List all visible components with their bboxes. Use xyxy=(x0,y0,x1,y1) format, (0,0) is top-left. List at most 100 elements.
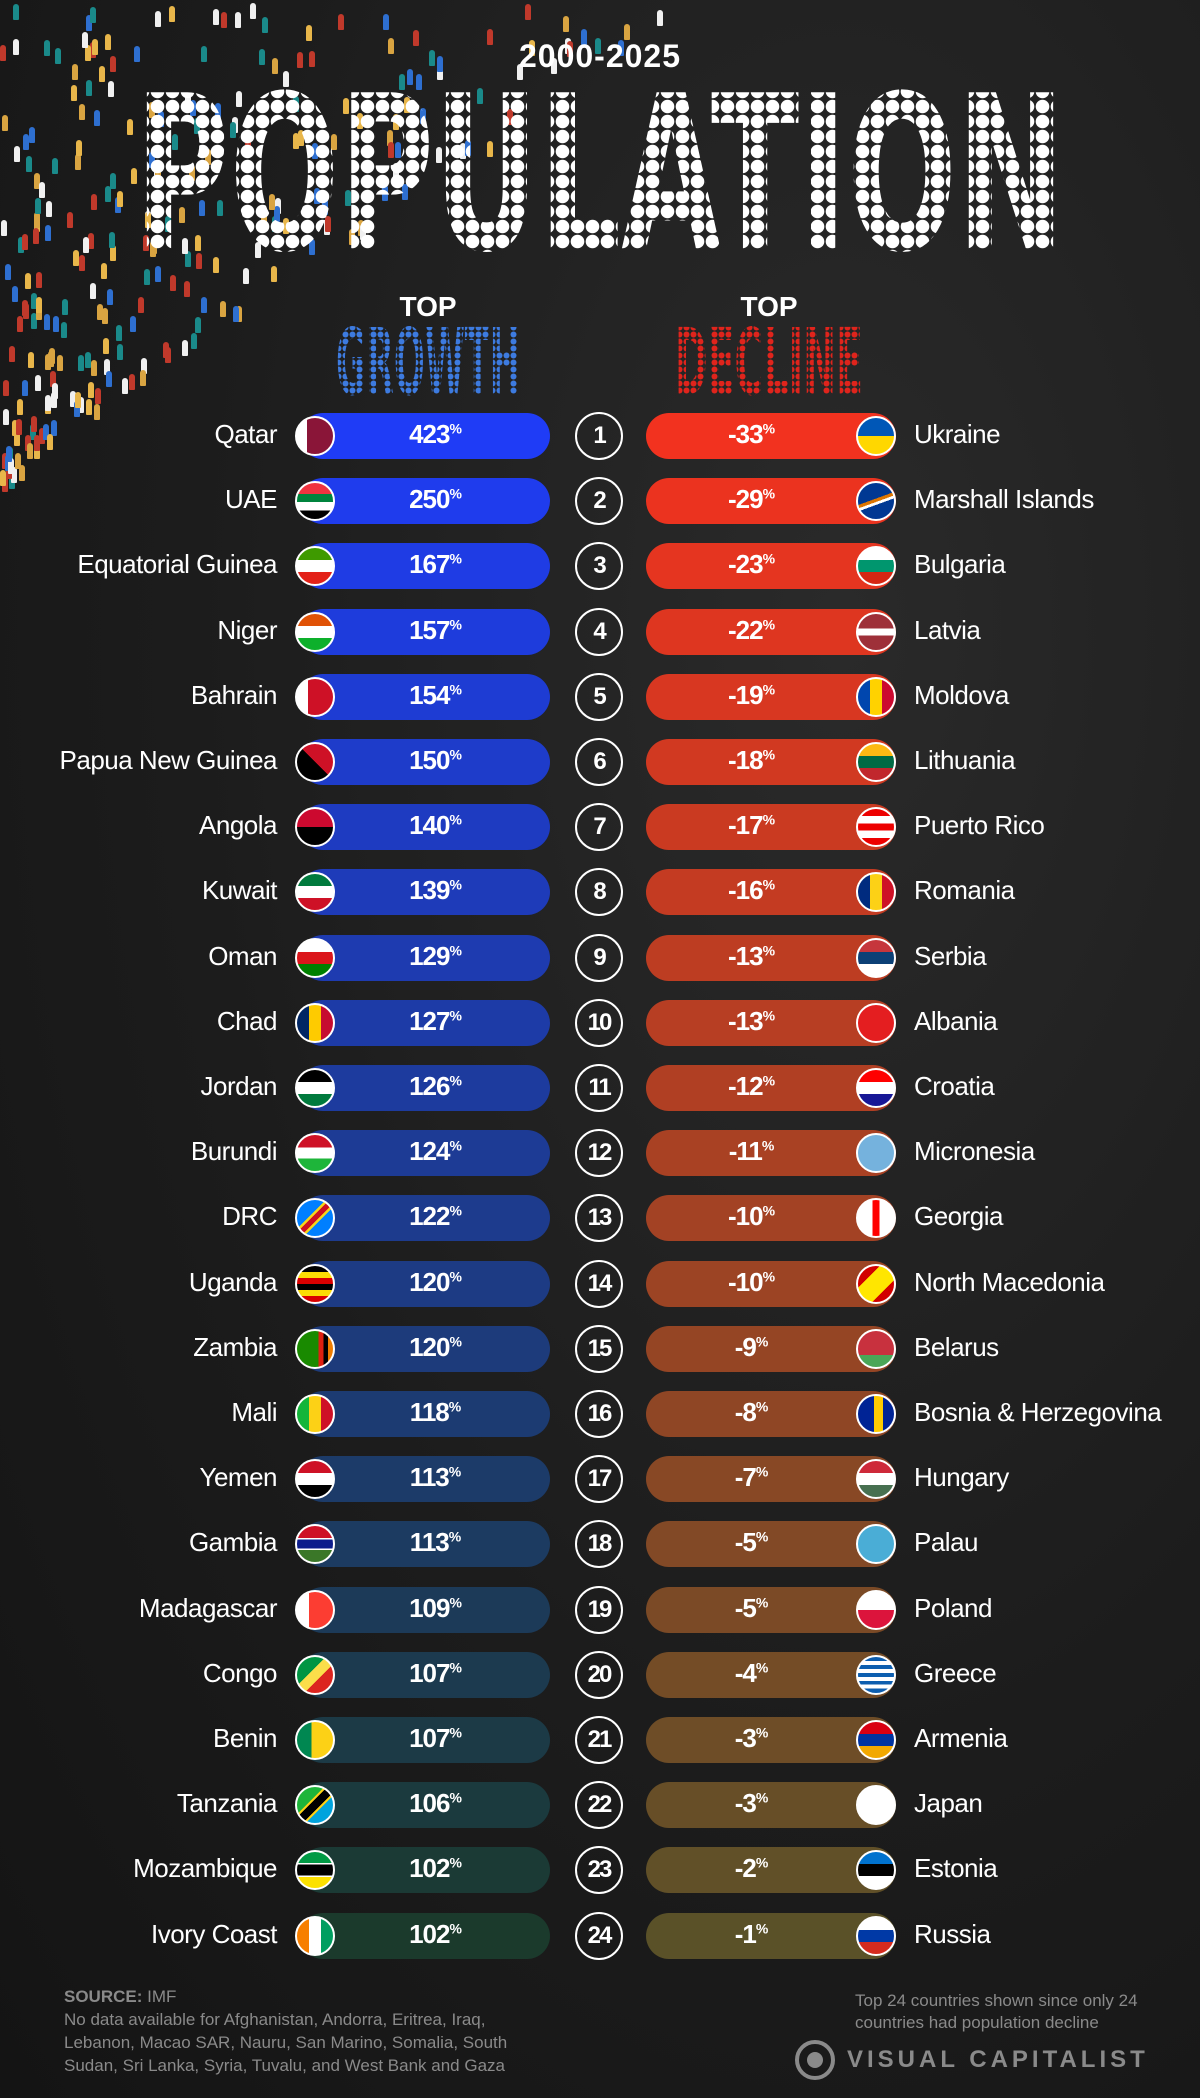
person-figure xyxy=(13,39,20,56)
person-figure xyxy=(17,237,24,254)
person-figure xyxy=(36,297,43,314)
person-figure xyxy=(465,140,472,157)
decline-bar xyxy=(646,1065,896,1111)
person-figure xyxy=(9,346,16,363)
person-figure xyxy=(72,64,79,81)
country-flag-icon xyxy=(856,1654,896,1695)
person-figure xyxy=(182,238,189,255)
country-flag-icon xyxy=(295,1068,335,1108)
growth-country-name: Benin xyxy=(213,1723,278,1753)
decline-bar xyxy=(646,1325,896,1372)
country-flag-icon xyxy=(856,416,896,456)
decline-value: -4% xyxy=(734,1657,769,1688)
person-figure xyxy=(77,355,84,372)
person-figure xyxy=(388,37,395,54)
decline-country-name: Bosnia & Herzegovina xyxy=(914,1397,1162,1427)
growth-country-name: Qatar xyxy=(214,419,277,449)
growth-value: 250% xyxy=(409,484,462,515)
country-flag-icon xyxy=(856,1720,896,1760)
person-figure xyxy=(269,193,276,210)
decline-header: TOP DECLINE xyxy=(669,290,869,400)
decline-country-name: Moldova xyxy=(914,679,1009,710)
person-figure xyxy=(188,165,195,182)
decline-country-name: Belarus xyxy=(914,1331,999,1362)
person-figure xyxy=(96,304,103,321)
person-figure xyxy=(158,110,165,127)
growth-value: 102% xyxy=(409,1853,462,1884)
person-figure xyxy=(131,168,138,185)
person-figure xyxy=(27,442,34,459)
growth-bar xyxy=(300,1456,550,1503)
person-figure xyxy=(27,351,34,368)
person-figure xyxy=(486,29,493,46)
country-flag-icon xyxy=(295,1133,335,1174)
person-figure xyxy=(102,308,109,325)
person-figure xyxy=(11,285,18,302)
rank-badge: 8 xyxy=(575,868,623,917)
decline-bar xyxy=(646,1912,896,1959)
growth-value: 154% xyxy=(409,679,462,710)
table-row: Kuwait 139% 8 -16% Romania xyxy=(0,867,1200,917)
growth-value: 423% xyxy=(409,419,462,449)
growth-value: 126% xyxy=(409,1071,462,1101)
person-figure xyxy=(103,338,110,355)
decline-bar xyxy=(646,869,896,916)
source-label: SOURCE: xyxy=(64,1987,143,2006)
person-figure xyxy=(92,39,99,56)
person-figure xyxy=(140,370,147,387)
person-figure xyxy=(308,239,315,256)
growth-bar xyxy=(300,413,550,459)
person-figure xyxy=(90,282,97,299)
growth-bar xyxy=(300,999,550,1046)
person-figure xyxy=(46,434,53,451)
rank-badge: 1 xyxy=(575,412,623,460)
person-figure xyxy=(382,185,389,202)
table-row: Gambia 113% 18 -5% Palau xyxy=(0,1519,1200,1569)
rank-badge: 5 xyxy=(575,672,623,721)
person-figure xyxy=(169,6,176,23)
methodology-note: Top 24 countries shown since only 24 cou… xyxy=(855,1991,1138,2032)
growth-country-name: Chad xyxy=(216,1005,278,1036)
person-figure xyxy=(623,24,630,41)
growth-value: 109% xyxy=(409,1592,462,1623)
rank-badge: 12 xyxy=(575,1129,623,1178)
table-row: Papua New Guinea 150% 6 -18% Lithuania xyxy=(0,737,1200,787)
table-row: UAE 250% 2 -29% Marshall Islands xyxy=(0,476,1200,526)
rank-badge: 7 xyxy=(575,803,623,852)
country-flag-icon xyxy=(856,1589,896,1630)
country-flag-icon xyxy=(856,1394,896,1434)
decline-bar xyxy=(646,804,896,851)
person-figure xyxy=(43,39,50,56)
person-figure xyxy=(38,182,45,199)
growth-country-name: UAE xyxy=(225,484,277,515)
person-figure xyxy=(51,419,58,436)
person-figure xyxy=(242,268,249,285)
person-figure xyxy=(150,241,157,258)
growth-country-name: Madagascar xyxy=(138,1592,278,1623)
person-figure xyxy=(51,392,58,409)
person-figure xyxy=(404,96,411,113)
person-figure xyxy=(48,348,55,365)
country-flag-icon xyxy=(295,807,335,848)
growth-bar xyxy=(300,804,550,851)
country-flag-icon xyxy=(295,1850,335,1891)
table-row: Benin 107% 21 -3% Armenia xyxy=(0,1715,1200,1765)
decline-country-name: Serbia xyxy=(914,940,987,971)
rank-badge: 23 xyxy=(575,1846,623,1895)
person-figure xyxy=(401,183,408,200)
person-figure xyxy=(108,231,115,248)
person-figure xyxy=(322,198,329,215)
person-figure xyxy=(29,424,36,441)
person-figure xyxy=(406,68,413,85)
person-figure xyxy=(34,197,41,214)
growth-bar xyxy=(300,1912,550,1959)
person-figure xyxy=(73,400,80,417)
country-flag-icon xyxy=(856,1459,896,1500)
decline-country-name: Marshall Islands xyxy=(914,484,1094,515)
decline-country-name: Japan xyxy=(914,1788,983,1819)
person-figure xyxy=(84,351,91,368)
decline-country-name: Bulgaria xyxy=(914,549,1006,580)
person-figure xyxy=(214,103,221,120)
rank-badge: 17 xyxy=(575,1455,623,1504)
country-flag-icon xyxy=(295,546,335,587)
